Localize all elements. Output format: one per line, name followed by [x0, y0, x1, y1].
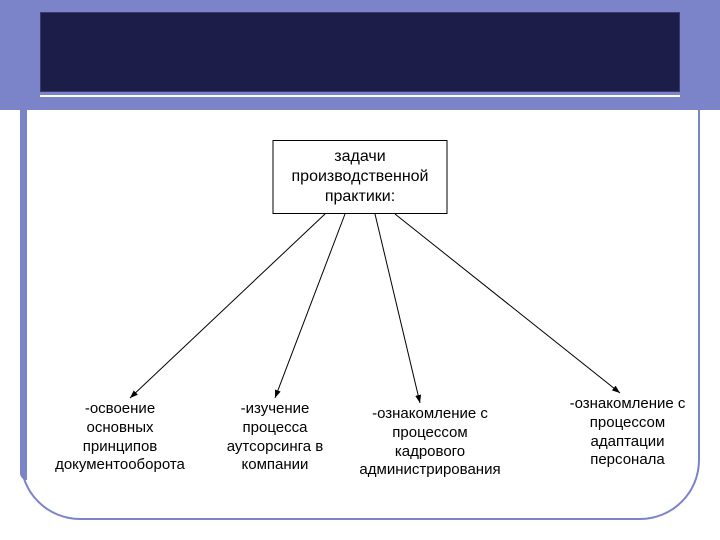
leaf-node-4: -ознакомление спроцессомадаптацииперсона… — [555, 395, 700, 470]
leaf-label: -ознакомление спроцессомадаптацииперсона… — [570, 395, 686, 468]
leaf-node-2: -изучениепроцессааутсорсинга вкомпании — [210, 400, 340, 475]
root-node: задачипроизводственнойпрактики: — [273, 140, 448, 214]
leaf-node-3: -ознакомление спроцессомкадровогоадминис… — [335, 405, 525, 480]
header-title-box — [40, 12, 680, 92]
leaf-label: -освоениеосновныхпринциповдокументооборо… — [55, 400, 185, 473]
header-underline — [40, 95, 680, 97]
leaf-label: -ознакомление спроцессомкадровогоадминис… — [359, 405, 500, 478]
diagram-area: задачипроизводственнойпрактики: -освоени… — [0, 110, 720, 540]
root-label: задачипроизводственнойпрактики: — [292, 148, 429, 205]
leaf-node-1: -освоениеосновныхпринциповдокументооборо… — [40, 400, 200, 475]
leaf-label: -изучениепроцессааутсорсинга вкомпании — [227, 400, 324, 473]
